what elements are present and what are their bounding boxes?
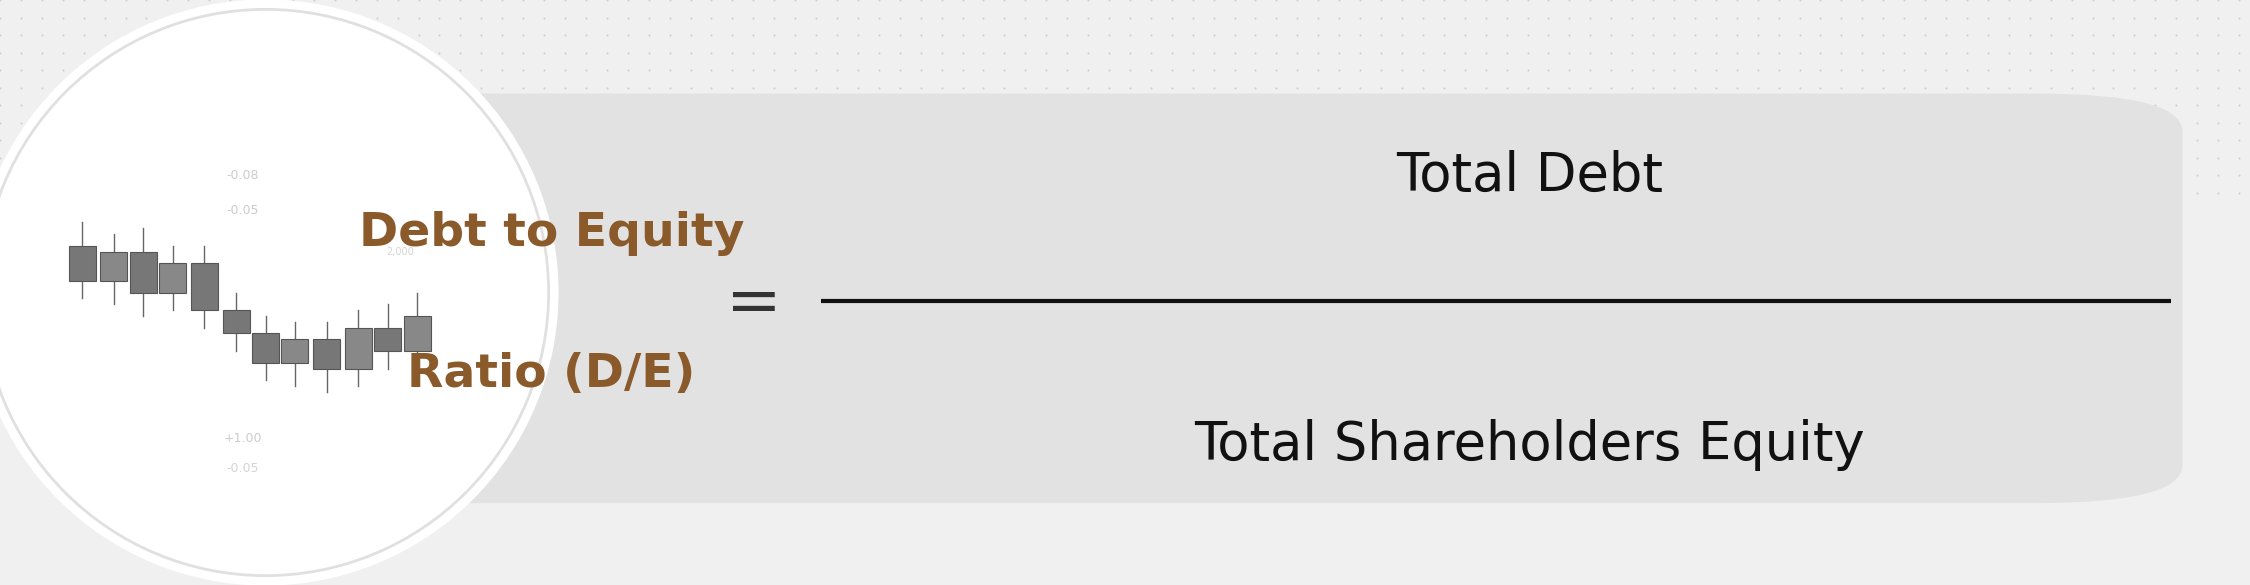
FancyBboxPatch shape (68, 246, 94, 281)
Text: Debt to Equity: Debt to Equity (358, 212, 745, 256)
Ellipse shape (0, 15, 544, 570)
Ellipse shape (9, 35, 522, 550)
Text: +1.00: +1.00 (223, 432, 263, 445)
Text: =: = (727, 271, 781, 337)
Text: Total Debt: Total Debt (1397, 150, 1663, 201)
FancyBboxPatch shape (281, 339, 308, 363)
FancyBboxPatch shape (90, 94, 2182, 503)
FancyBboxPatch shape (160, 263, 187, 292)
FancyBboxPatch shape (191, 263, 218, 310)
FancyBboxPatch shape (313, 339, 340, 369)
FancyBboxPatch shape (223, 310, 250, 333)
FancyBboxPatch shape (252, 333, 279, 363)
Text: 2,000: 2,000 (387, 246, 414, 257)
FancyBboxPatch shape (130, 252, 158, 292)
Text: -0.05: -0.05 (227, 204, 259, 217)
FancyBboxPatch shape (101, 252, 128, 281)
Text: Ratio (D/E): Ratio (D/E) (407, 352, 695, 397)
Text: -0.05: -0.05 (227, 462, 259, 474)
FancyBboxPatch shape (374, 328, 400, 351)
Text: Total Shareholders Equity: Total Shareholders Equity (1195, 419, 1865, 470)
Text: -0.08: -0.08 (227, 169, 259, 182)
FancyBboxPatch shape (403, 316, 430, 351)
FancyBboxPatch shape (344, 328, 371, 369)
